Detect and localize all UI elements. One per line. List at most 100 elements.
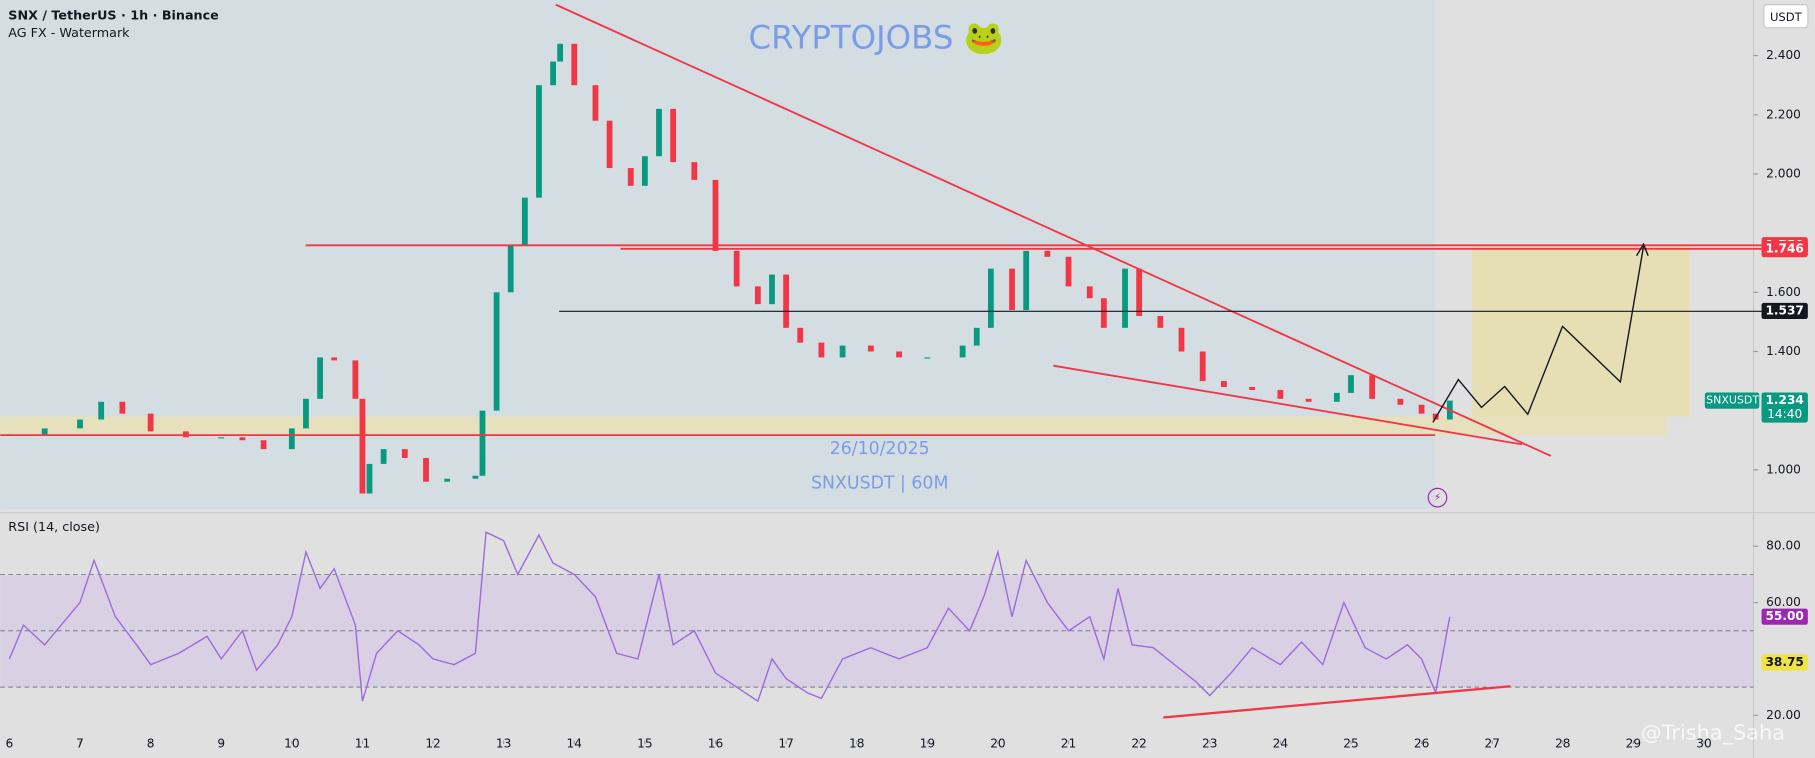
candle xyxy=(1065,256,1072,287)
x-tick-label: 12 xyxy=(425,737,440,751)
candle xyxy=(670,108,677,163)
candle xyxy=(1418,404,1425,414)
y-tick-label: 2.400 xyxy=(1766,48,1801,62)
candle xyxy=(479,410,486,476)
candle xyxy=(218,437,225,439)
candle xyxy=(1100,298,1107,328)
candle xyxy=(521,197,528,245)
y-tick-label: 2.000 xyxy=(1766,166,1801,180)
candle xyxy=(98,401,105,420)
candle xyxy=(1044,250,1051,257)
candle xyxy=(493,292,500,411)
alert-icon[interactable] xyxy=(1427,487,1448,508)
x-tick-label: 9 xyxy=(217,737,225,751)
candle xyxy=(472,475,479,479)
price-tag-label: 1.537 xyxy=(1765,303,1803,317)
candle xyxy=(818,342,825,358)
x-tick-label: 13 xyxy=(496,737,511,751)
candle xyxy=(592,85,599,121)
candle xyxy=(769,274,775,305)
candle xyxy=(1369,375,1376,399)
price-tag xyxy=(1761,241,1808,258)
candle xyxy=(317,357,323,399)
candle xyxy=(401,449,408,459)
alert-icon-glyph[interactable]: ⚡ xyxy=(1434,492,1441,504)
rsi-line xyxy=(8,531,1451,703)
x-tick-label: 11 xyxy=(355,737,370,751)
candle xyxy=(571,43,578,86)
x-tick-label: 22 xyxy=(1131,737,1146,751)
projection-path xyxy=(1432,246,1645,423)
candle xyxy=(712,179,719,251)
candle xyxy=(239,437,246,441)
currency-button[interactable] xyxy=(1763,4,1809,29)
candle xyxy=(41,428,48,435)
candle xyxy=(119,401,126,414)
last-price-tag xyxy=(1761,392,1808,423)
candle xyxy=(1249,386,1256,390)
y-tick-label: 20.00 xyxy=(1766,708,1801,722)
x-tick-label: 18 xyxy=(849,737,864,751)
x-tick-label: 8 xyxy=(147,737,155,751)
candle xyxy=(507,244,514,293)
drawings xyxy=(0,3,1762,719)
price-tag-label: 55.00 xyxy=(1765,609,1803,623)
rsi-band xyxy=(0,575,1754,688)
support-zone xyxy=(0,416,1667,436)
x-tick-label: 19 xyxy=(920,737,935,751)
candle xyxy=(973,327,980,346)
candle xyxy=(147,413,154,432)
candle xyxy=(331,357,338,361)
candle xyxy=(1178,327,1185,352)
y-tick-label: 2.200 xyxy=(1766,107,1801,121)
watermark: CRYPTOJOBS 🐸 xyxy=(748,18,1004,56)
candle xyxy=(627,168,634,186)
rsi-title: RSI (14, close) xyxy=(8,519,100,534)
candle xyxy=(987,268,994,328)
candle xyxy=(797,327,804,343)
price-tag xyxy=(1761,302,1808,320)
rsi-trendline xyxy=(1163,685,1511,719)
x-tick-label: 17 xyxy=(778,737,793,751)
candle xyxy=(1122,268,1128,328)
candle xyxy=(423,458,429,482)
candle xyxy=(1333,392,1340,402)
author-watermark: @Trisha_Saha xyxy=(1641,721,1785,746)
candle xyxy=(260,440,267,450)
candle xyxy=(1220,381,1227,387)
x-tick-label: 30 xyxy=(1696,737,1711,751)
candle xyxy=(959,345,966,358)
trendline xyxy=(555,3,1552,457)
candle xyxy=(1348,375,1354,393)
x-tick-label: 26 xyxy=(1414,737,1429,751)
x-tick-label: 25 xyxy=(1343,737,1358,751)
candle xyxy=(1157,315,1164,328)
x-tick-label: 24 xyxy=(1273,737,1289,751)
last-price-label: 1.234 xyxy=(1765,393,1803,407)
date-watermark: 26/10/2025 xyxy=(830,439,930,459)
y-tick-label: 80.00 xyxy=(1766,539,1801,553)
price-tag-label: 38.75 xyxy=(1765,655,1803,669)
candle xyxy=(1199,351,1206,382)
x-tick-label: 7 xyxy=(76,737,84,751)
price-tag xyxy=(1761,608,1808,625)
projection-arrow xyxy=(1635,242,1649,257)
symbol-title: SNX / TetherUS · 1h · Binance xyxy=(8,8,219,23)
indicator-name: AG FX - Watermark xyxy=(8,25,130,40)
candle xyxy=(1305,398,1312,402)
y-tick-label: 1.400 xyxy=(1766,344,1801,358)
candle xyxy=(352,360,359,399)
symbol-tag-label: SNXUSDT xyxy=(1706,394,1759,407)
price-tag-label: 1.746 xyxy=(1765,242,1803,256)
candle xyxy=(754,286,761,305)
y-tick-label: 1.600 xyxy=(1766,285,1801,299)
currency-label[interactable]: USDT xyxy=(1770,10,1803,24)
x-tick-label: 15 xyxy=(637,737,652,751)
candle xyxy=(733,250,740,287)
candle xyxy=(1023,250,1030,311)
target-zone xyxy=(1472,246,1690,417)
candle xyxy=(656,108,662,157)
x-tick-label: 20 xyxy=(990,737,1005,751)
price-tag xyxy=(1761,654,1808,671)
